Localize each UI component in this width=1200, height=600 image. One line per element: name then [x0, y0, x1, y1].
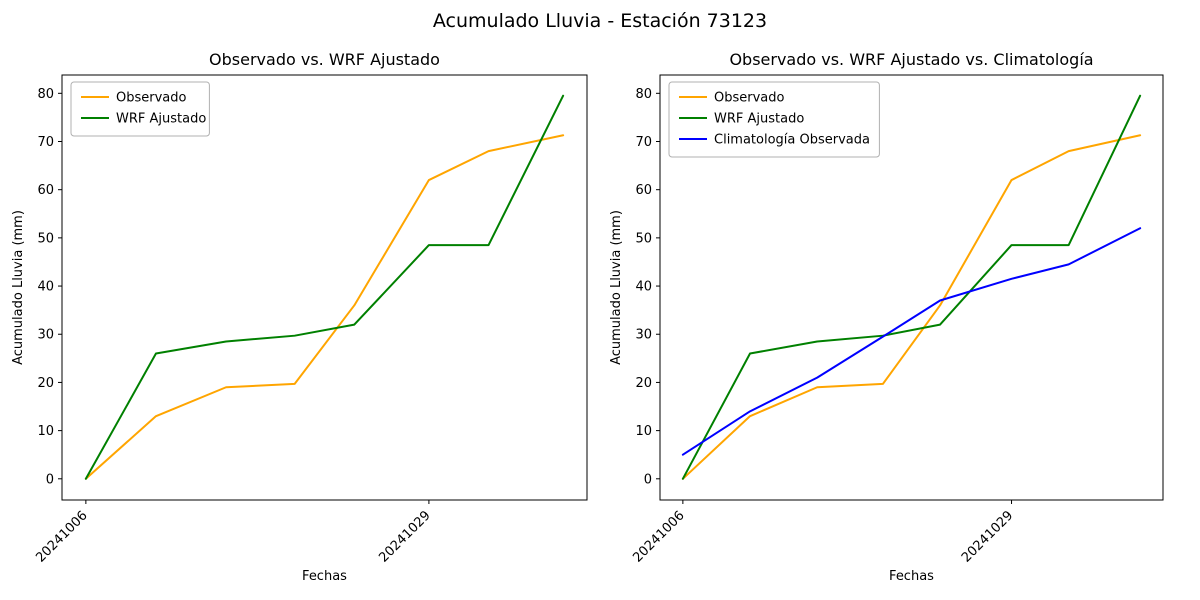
- y-tick-label: 10: [635, 424, 652, 439]
- y-axis-label: Acumulado Lluvia (mm): [609, 210, 624, 365]
- y-tick-label: 70: [635, 135, 652, 150]
- x-tick-label: 20241029: [376, 508, 433, 565]
- series-line-observado: [681, 134, 1142, 480]
- y-tick-label: 0: [644, 472, 652, 487]
- legend-label-observado: Observado: [714, 91, 785, 106]
- x-tick-label: 20241029: [959, 508, 1016, 565]
- x-axis-label: Fechas: [302, 569, 347, 584]
- legend-label-observado: Observado: [116, 91, 187, 106]
- plot-border: [659, 74, 1164, 501]
- y-tick-label: 30: [635, 328, 652, 343]
- series-line-observado: [84, 134, 565, 480]
- x-axis-label: Fechas: [889, 569, 934, 584]
- y-tick-label: 50: [37, 231, 54, 246]
- series-line-wrf-ajustado: [84, 94, 565, 480]
- y-tick-label: 80: [37, 87, 54, 102]
- chart-observado-vs-wrf: 0 10 20 30 40 50 60 70 80 20241006 20241029 Observa…: [11, 50, 588, 584]
- y-tick-label: 30: [37, 328, 54, 343]
- figure-title: Acumulado Lluvia - Estación 73123: [432, 10, 768, 32]
- y-tick-label: 40: [37, 280, 54, 295]
- y-tick-label: 60: [37, 183, 54, 198]
- y-tick-label: 0: [46, 472, 54, 487]
- legend: [70, 81, 210, 137]
- series-line-climatolog-a-observada: [681, 227, 1142, 456]
- series-line-wrf-ajustado: [681, 94, 1142, 480]
- legend-label-wrf-ajustado: WRF Ajustado: [714, 112, 804, 127]
- y-tick-label: 20: [37, 376, 54, 391]
- legend: [668, 81, 880, 158]
- legend-label-climatolog-a-observada: Climatología Observada: [714, 133, 870, 148]
- y-tick-label: 10: [37, 424, 54, 439]
- subplot-title: Observado vs. WRF Ajustado vs. Climatolo…: [729, 50, 1093, 69]
- x-tick-label: 20241006: [33, 508, 90, 565]
- x-tick-label: 20241006: [630, 508, 687, 565]
- legend-label-wrf-ajustado: WRF Ajustado: [116, 112, 206, 127]
- y-tick-label: 50: [635, 231, 652, 246]
- y-tick-label: 60: [635, 183, 652, 198]
- plot-border: [61, 74, 588, 501]
- y-axis-label: Acumulado Lluvia (mm): [11, 210, 26, 365]
- y-tick-label: 40: [635, 280, 652, 295]
- chart-observado-vs-wrf-vs-climatologia: 0 10 20 30 40 50 60 70 80 20241006 20241029 Observa…: [609, 50, 1164, 584]
- charts-row: 0 10 20 30 40 50 60 70 80 20241006 20241029 Observa…: [0, 48, 1200, 600]
- y-tick-label: 80: [635, 87, 652, 102]
- subplot-title: Observado vs. WRF Ajustado: [209, 50, 440, 69]
- y-tick-label: 20: [635, 376, 652, 391]
- y-tick-label: 70: [37, 135, 54, 150]
